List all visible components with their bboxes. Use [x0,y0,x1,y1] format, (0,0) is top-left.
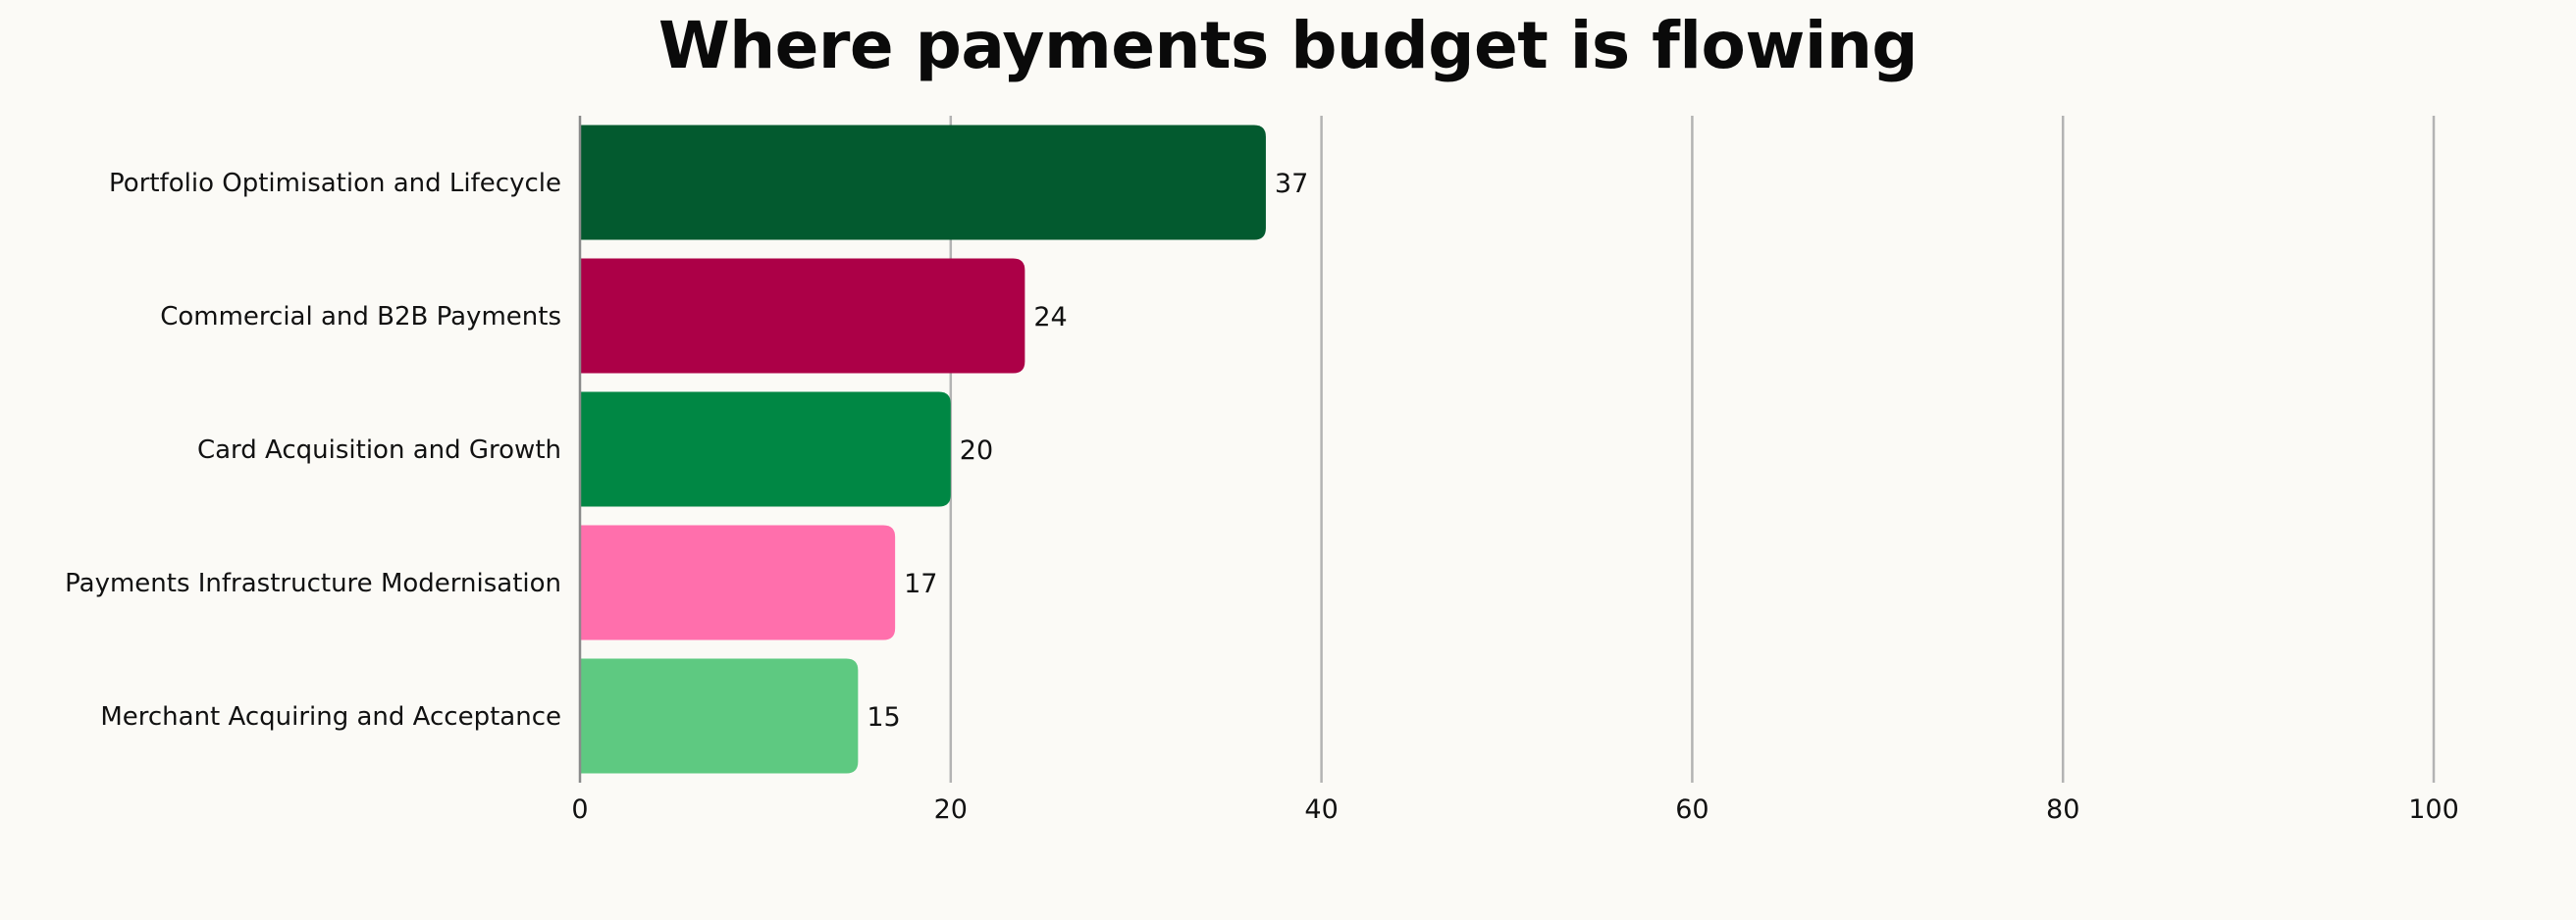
category-label-2: Commercial and B2B Payments [160,302,561,332]
value-label-5: 15 [867,702,900,733]
category-labels: Portfolio Optimisation and Lifecycle Comm… [65,169,561,732]
x-tick-label-20: 20 [934,794,968,825]
value-label-3: 20 [960,435,993,466]
x-tick-label-80: 80 [2046,794,2079,825]
bar-3 [580,391,951,507]
bar-2 [580,258,1025,374]
value-label-1: 37 [1275,169,1308,199]
bar-4 [580,525,896,640]
chart-title: Where payments budget is flowing [657,8,1919,83]
category-label-5: Merchant Acquiring and Acceptance [100,702,561,732]
category-label-4: Payments Infrastructure Modernisation [65,569,561,598]
value-labels: 37 24 20 17 15 [867,169,1308,733]
category-label-3: Card Acquisition and Growth [197,435,561,465]
value-label-4: 17 [904,569,937,599]
value-label-2: 24 [1033,302,1067,332]
x-tick-label-40: 40 [1304,794,1338,825]
bar-1 [580,125,1266,240]
category-label-1: Portfolio Optimisation and Lifecycle [109,169,561,198]
x-tick-label-60: 60 [1675,794,1709,825]
x-tick-label-0: 0 [571,794,588,825]
x-tick-label-100: 100 [2408,794,2459,825]
bar-5 [580,658,859,774]
x-axis-ticks: 0 20 40 60 80 100 [571,794,2458,825]
bars [580,125,1266,774]
